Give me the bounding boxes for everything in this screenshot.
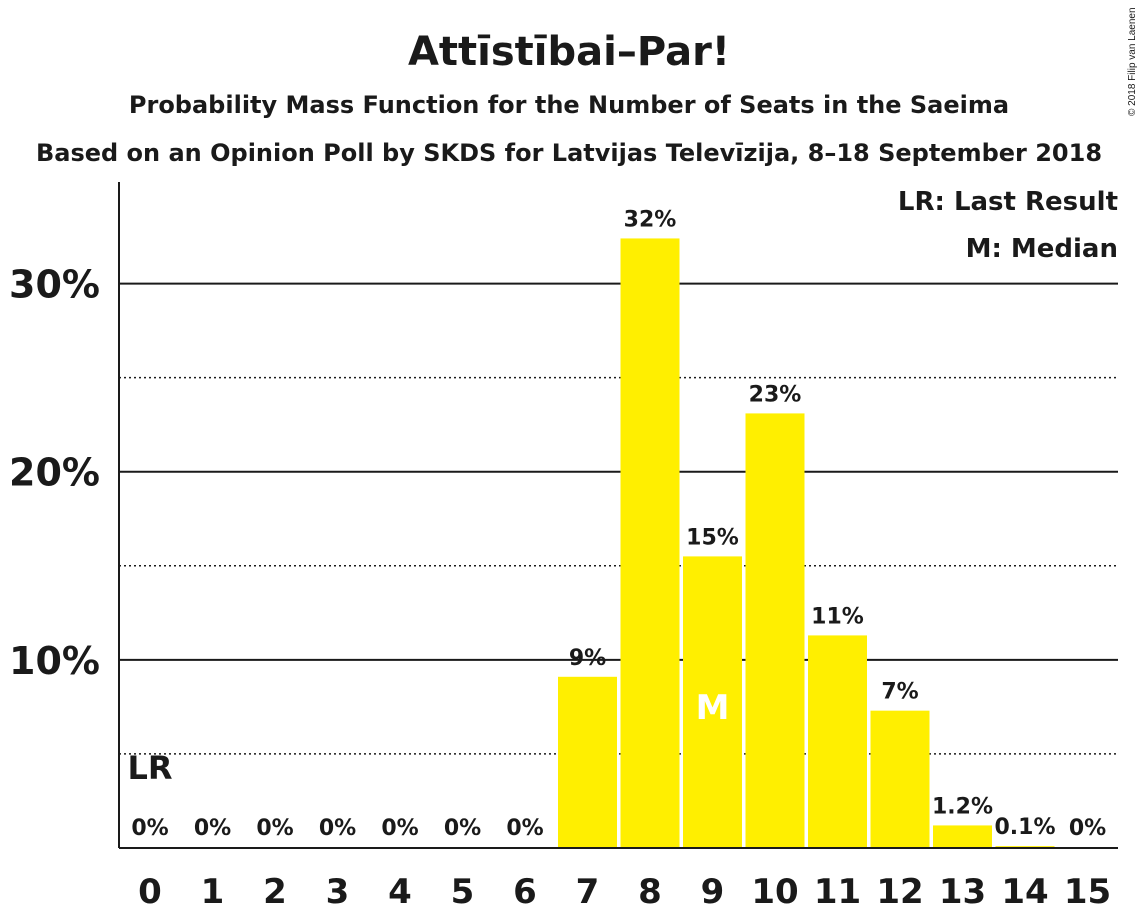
chart-subtitle-2: Based on an Opinion Poll by SKDS for Lat…	[36, 139, 1102, 167]
y-tick-label: 30%	[9, 263, 100, 307]
legend-last-result: LR: Last Result	[898, 187, 1118, 217]
x-tick-label: 1	[201, 872, 225, 912]
value-label: 11%	[811, 604, 864, 629]
chart-subtitle-1: Probability Mass Function for the Number…	[129, 91, 1009, 119]
x-tick-label: 15	[1064, 872, 1111, 912]
value-labels: 0% 0 0% 1 0% 2 0% 3 0% 4 0% 5 0% 6 9% 7 32% 8 15% 9 23% 10 11%…	[127, 207, 1111, 912]
x-tick-label: 9	[701, 872, 725, 912]
x-tick-label: 7	[576, 872, 600, 912]
copyright-notice: © 2018 Filip van Laenen	[1127, 7, 1138, 116]
last-result-marker: LR	[127, 749, 172, 787]
legend-median: M: Median	[966, 234, 1118, 264]
value-label: 0%	[319, 816, 356, 841]
gridlines: 10% 20% 30%	[9, 263, 1118, 755]
x-tick-label: 4	[388, 872, 412, 912]
bar	[933, 825, 992, 848]
chart-title: Attīstībai–Par!	[408, 29, 730, 75]
value-label: 0%	[1069, 816, 1106, 841]
value-label: 0%	[506, 816, 543, 841]
x-tick-label: 0	[138, 872, 162, 912]
value-label: 0%	[381, 816, 418, 841]
axes	[118, 182, 1118, 849]
x-tick-label: 11	[814, 872, 861, 912]
x-tick-label: 14	[1001, 872, 1048, 912]
x-tick-label: 10	[751, 872, 798, 912]
median-marker: M	[696, 688, 730, 728]
y-tick-label: 20%	[9, 451, 100, 495]
bar	[745, 413, 805, 848]
bar	[620, 238, 680, 848]
x-tick-label: 5	[451, 872, 475, 912]
value-label: 9%	[569, 646, 606, 671]
value-label: 7%	[881, 680, 918, 705]
y-tick-label: 10%	[9, 639, 100, 683]
bar	[870, 710, 930, 848]
value-label: 0%	[131, 816, 168, 841]
x-tick-label: 8	[638, 872, 662, 912]
value-label: 0%	[256, 816, 293, 841]
value-label: 32%	[624, 207, 677, 232]
value-label: 15%	[686, 525, 739, 550]
x-tick-label: 3	[326, 872, 350, 912]
x-tick-label: 2	[263, 872, 287, 912]
value-label: 1.2%	[932, 794, 993, 819]
value-label: 0%	[444, 816, 481, 841]
bar	[683, 556, 742, 848]
value-label: 0%	[194, 816, 231, 841]
bar	[558, 676, 617, 848]
x-tick-label: 12	[876, 872, 923, 912]
bars	[558, 238, 1055, 848]
value-label: 0.1%	[994, 815, 1055, 840]
value-label: 23%	[749, 382, 802, 407]
x-tick-label: 6	[513, 872, 537, 912]
x-tick-label: 13	[939, 872, 986, 912]
bar	[808, 635, 867, 848]
